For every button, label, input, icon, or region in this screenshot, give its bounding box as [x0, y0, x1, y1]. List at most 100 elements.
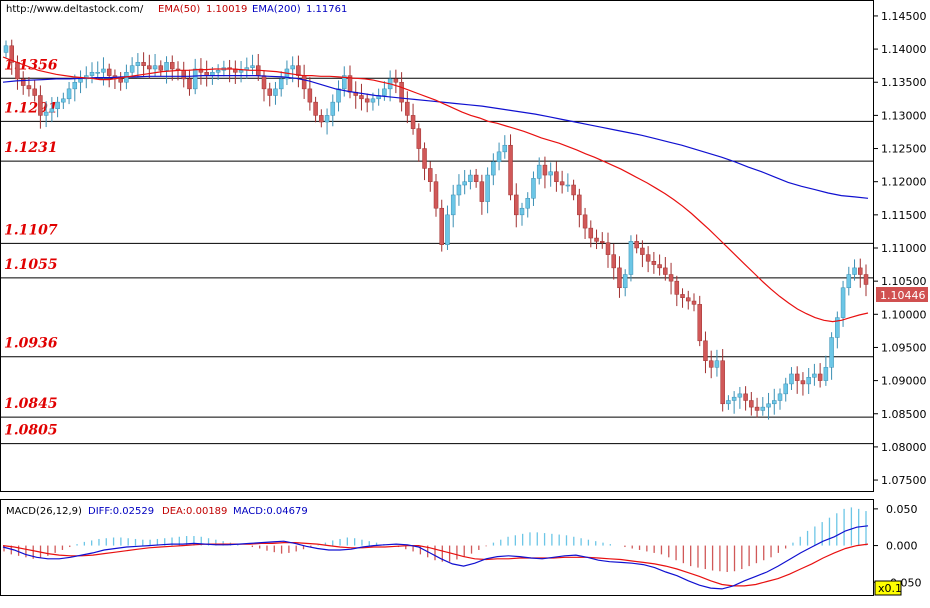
candle-body: [737, 393, 743, 398]
level-label: 1.1291: [4, 100, 58, 116]
price-tick-label: 1.14500: [881, 10, 927, 23]
candle: [743, 386, 748, 411]
candle-body: [78, 78, 83, 83]
candle-body: [577, 194, 582, 216]
candle-body: [307, 88, 313, 103]
candle-body: [3, 45, 9, 53]
candle-body: [823, 367, 829, 381]
candle-body: [433, 181, 439, 209]
candle: [617, 256, 622, 298]
candle: [754, 397, 760, 418]
candle: [668, 262, 674, 295]
candle: [456, 174, 462, 206]
candle-body: [445, 214, 450, 245]
candle: [611, 243, 616, 280]
ema200-line: [2, 75, 869, 199]
current-price-box: [876, 287, 928, 302]
candle: [468, 169, 473, 190]
candle: [554, 161, 559, 192]
price-tick-label: 1.10500: [881, 275, 927, 288]
candle: [187, 69, 192, 96]
candle: [238, 61, 244, 83]
candle-body: [296, 65, 301, 76]
candle-body: [548, 171, 553, 176]
candle: [422, 142, 427, 181]
candle-body: [559, 181, 565, 186]
candle-body: [479, 181, 485, 202]
candle-body: [674, 280, 680, 295]
candle: [812, 363, 817, 386]
candle: [863, 264, 869, 297]
candle-body: [645, 254, 651, 262]
candle: [485, 167, 490, 214]
candle-body: [301, 75, 307, 90]
candle: [783, 377, 788, 402]
candle: [628, 235, 634, 282]
candle: [594, 229, 599, 250]
candle: [382, 81, 387, 101]
candle-body: [806, 377, 811, 385]
current-price: 1.10446: [880, 289, 926, 302]
candle-body: [319, 115, 324, 123]
candle-body: [565, 184, 571, 187]
candle-body: [26, 85, 32, 90]
macd-tick-label: 0.000: [886, 540, 918, 553]
candle: [450, 184, 456, 228]
candle-body: [858, 267, 863, 275]
candle: [760, 397, 766, 416]
level-label: 1.0936: [4, 336, 58, 352]
candle: [267, 82, 272, 107]
candle: [600, 232, 605, 249]
candle: [250, 54, 255, 75]
candle: [3, 40, 9, 58]
candle: [697, 295, 702, 347]
candle: [66, 81, 72, 105]
candle-body: [61, 98, 66, 103]
candle-body: [152, 65, 158, 70]
macd-pane[interactable]: [0, 499, 874, 596]
zoom-badge[interactable]: [874, 580, 902, 596]
ema200-label: EMA(200): [252, 4, 301, 15]
candle: [571, 179, 576, 201]
candle-body: [663, 267, 668, 275]
zoom-label: x0.1: [878, 582, 902, 595]
candle-body: [600, 241, 605, 243]
ema50-label: EMA(50): [158, 4, 200, 15]
candle-body: [399, 81, 404, 103]
candle: [278, 71, 284, 97]
candle: [835, 311, 840, 349]
candle: [789, 367, 794, 391]
candle: [519, 202, 525, 226]
price-tick-label: 1.08000: [881, 441, 927, 454]
candle-body: [181, 70, 186, 80]
candle: [582, 207, 588, 239]
price-pane[interactable]: [0, 0, 874, 492]
candle-body: [708, 360, 714, 368]
candle: [634, 234, 639, 254]
candle: [89, 62, 95, 84]
candle: [141, 52, 146, 77]
candle: [359, 83, 364, 111]
candle: [61, 92, 66, 110]
candle: [686, 290, 691, 310]
candle-body: [187, 78, 192, 90]
candle-body: [628, 241, 634, 275]
candle: [720, 349, 725, 412]
candle-body: [393, 78, 399, 83]
candle-body: [760, 406, 766, 411]
candle: [731, 391, 737, 414]
candle-body: [359, 95, 364, 100]
candle-body: [261, 75, 267, 90]
level-label: 1.1107: [4, 222, 58, 238]
candle-body: [772, 400, 777, 405]
candle-body: [192, 68, 198, 90]
candle: [118, 72, 123, 91]
candle-body: [622, 274, 628, 289]
candle-body: [364, 98, 370, 103]
macd-diff-line: [2, 525, 869, 590]
candle-body: [817, 373, 823, 381]
source-url[interactable]: http://www.deltastock.com/: [6, 4, 144, 15]
candle-body: [336, 88, 341, 103]
candle: [588, 220, 594, 248]
